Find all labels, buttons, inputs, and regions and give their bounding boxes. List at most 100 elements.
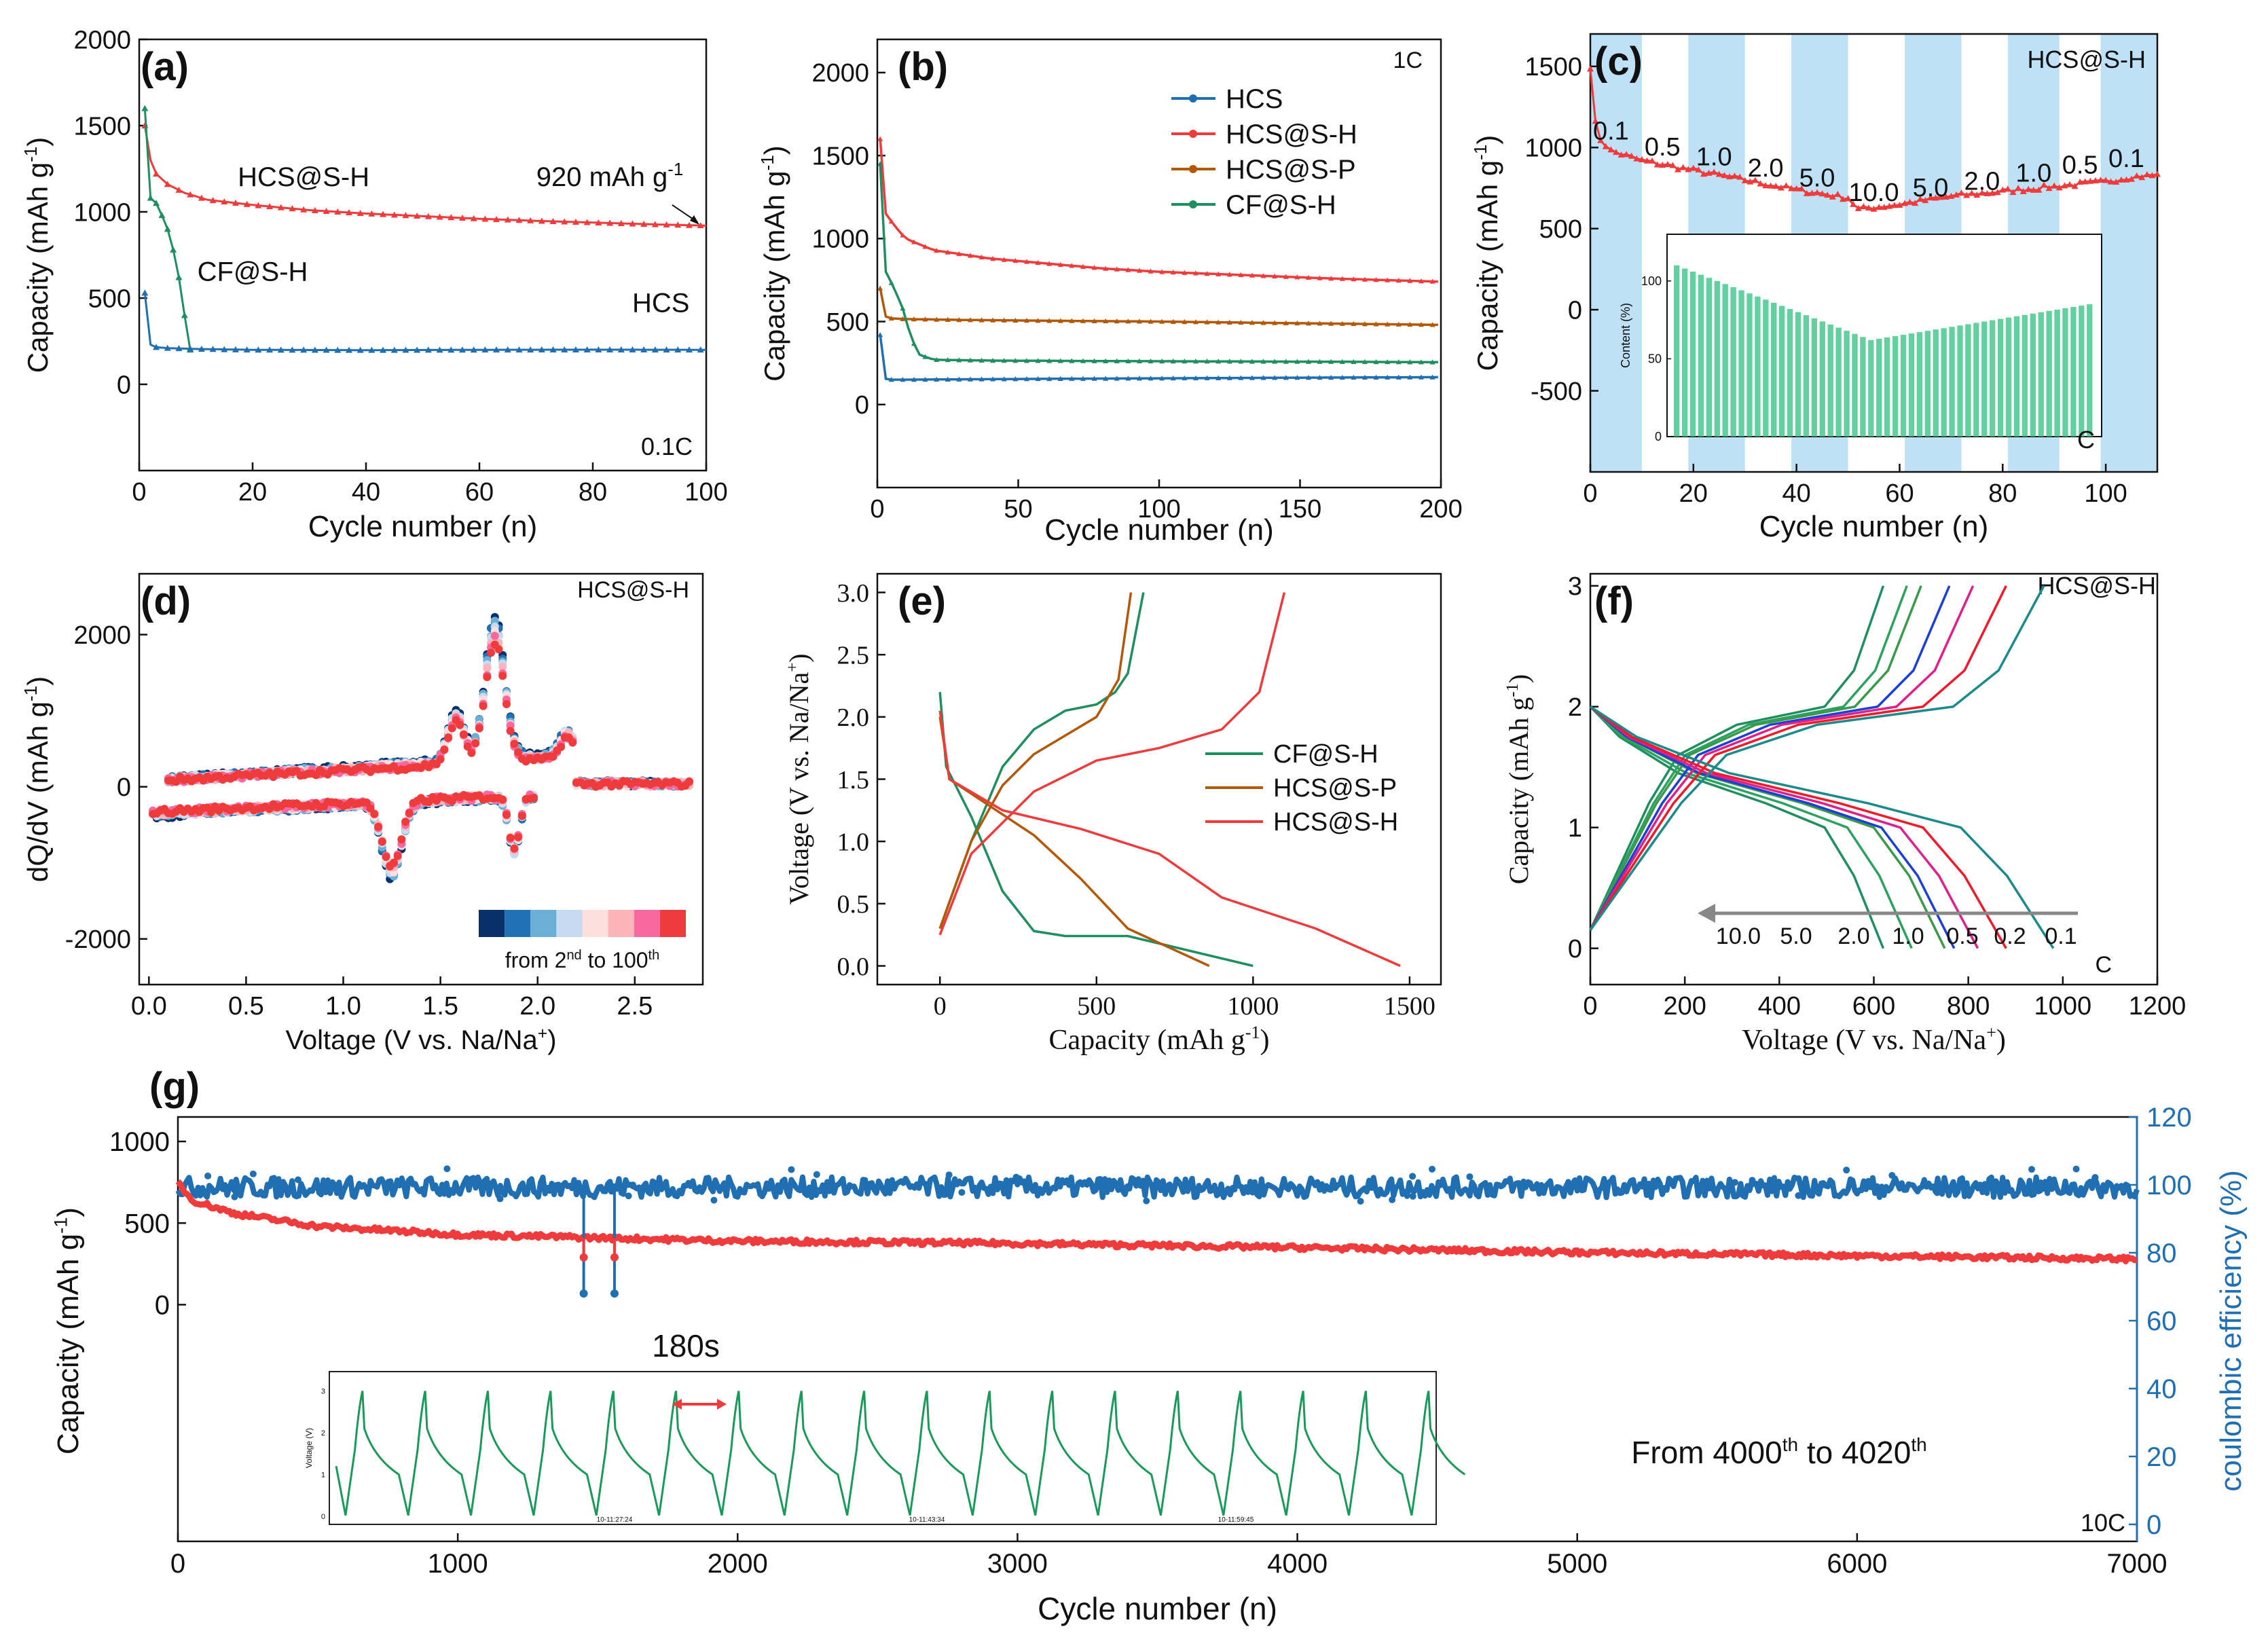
plot-frame bbox=[876, 38, 1442, 489]
dqdv-point bbox=[471, 739, 480, 748]
y-tick-label: 1000 bbox=[1524, 134, 1582, 163]
data-point bbox=[1612, 149, 1620, 155]
x-tick-label: 40 bbox=[352, 478, 380, 507]
data-point bbox=[651, 346, 659, 353]
inset-bar bbox=[1884, 337, 1890, 437]
inset-bar bbox=[1755, 296, 1761, 437]
axis-title-end: ) bbox=[22, 137, 54, 147]
y-axis-title: Capacity (mAh g-1) bbox=[20, 137, 54, 373]
inset-bar bbox=[1746, 293, 1753, 437]
data-point bbox=[1136, 358, 1142, 364]
colorbar-swatch bbox=[659, 910, 686, 937]
colorbar-label-main: from 2 bbox=[505, 948, 567, 972]
y-tick-label: 2.0 bbox=[837, 703, 870, 732]
data-point bbox=[1351, 359, 1357, 365]
inset-tick-label: 50 bbox=[1648, 352, 1662, 365]
data-point bbox=[1592, 117, 1599, 124]
inset-bar bbox=[1738, 290, 1744, 437]
charge-curve bbox=[1589, 585, 1951, 931]
data-point bbox=[1249, 375, 1255, 380]
plot-frame bbox=[138, 38, 708, 472]
data-point bbox=[1159, 269, 1165, 274]
data-point bbox=[1170, 359, 1176, 364]
inset-bar bbox=[1811, 318, 1818, 437]
axis-title-main: Capacity (mAh g bbox=[1049, 1025, 1245, 1056]
data-point bbox=[1238, 375, 1244, 380]
panel-label: (b) bbox=[898, 45, 948, 89]
data-point bbox=[1952, 191, 1960, 198]
data-point bbox=[1148, 268, 1154, 274]
inset-bar bbox=[1965, 324, 1971, 437]
data-point bbox=[674, 346, 682, 353]
data-point bbox=[187, 191, 194, 198]
data-point bbox=[978, 376, 985, 382]
inset-tick-label: 0 bbox=[321, 1513, 325, 1521]
data-point bbox=[956, 317, 962, 323]
y-tick-label: 2 bbox=[1568, 693, 1582, 722]
data-point bbox=[877, 161, 883, 166]
y2-tick-label: 80 bbox=[2146, 1239, 2177, 1268]
data-point bbox=[934, 356, 940, 363]
data-point bbox=[232, 199, 239, 206]
rate-label: 2.0 bbox=[1748, 154, 1784, 183]
data-point bbox=[436, 346, 443, 353]
data-point bbox=[967, 253, 973, 258]
inset-bar bbox=[1957, 325, 1963, 437]
dqdv-point bbox=[487, 648, 496, 657]
y-axis-title: dQ/dV (mAh g-1) bbox=[20, 676, 54, 882]
data-point bbox=[1715, 170, 1723, 177]
data-point bbox=[266, 203, 274, 210]
data-point bbox=[153, 200, 160, 206]
data-point bbox=[1328, 320, 1334, 326]
note-main: From 4000 bbox=[1631, 1435, 1782, 1470]
data-point bbox=[1395, 374, 1402, 380]
axis-title-main: Capacity (mAh g bbox=[758, 170, 790, 381]
data-point bbox=[1114, 266, 1120, 272]
data-point bbox=[1159, 358, 1165, 364]
data-point bbox=[1757, 180, 1764, 187]
ce-point bbox=[2091, 1174, 2099, 1181]
charge-curve bbox=[1589, 585, 1885, 931]
data-point bbox=[1407, 278, 1413, 283]
data-point bbox=[209, 197, 217, 204]
data-point bbox=[1429, 322, 1435, 327]
rate-label: 10C bbox=[2081, 1509, 2125, 1537]
data-point bbox=[1395, 359, 1402, 365]
data-point bbox=[538, 346, 545, 353]
inset-bar bbox=[1698, 274, 1704, 437]
data-point bbox=[1114, 358, 1120, 363]
data-point bbox=[458, 215, 466, 221]
legend-label: HCS@S-H bbox=[1226, 120, 1357, 149]
data-point bbox=[1664, 161, 1671, 168]
data-point bbox=[1260, 359, 1266, 364]
data-point bbox=[934, 316, 940, 322]
data-point bbox=[911, 341, 917, 346]
data-point bbox=[175, 186, 183, 193]
panel-label: (d) bbox=[141, 579, 191, 623]
data-point bbox=[1182, 375, 1188, 381]
data-point bbox=[900, 232, 906, 238]
inset-bar bbox=[1681, 268, 1688, 437]
x-tick-label: 4000 bbox=[1267, 1549, 1328, 1579]
data-point bbox=[1429, 278, 1435, 284]
data-point bbox=[572, 346, 579, 352]
data-point bbox=[1226, 319, 1232, 325]
data-point bbox=[1643, 157, 1651, 164]
data-point bbox=[2148, 172, 2156, 179]
data-point bbox=[888, 377, 894, 382]
data-point bbox=[447, 214, 455, 221]
dqdv-point bbox=[517, 811, 526, 820]
data-point bbox=[164, 225, 171, 232]
inset-bar bbox=[2087, 304, 2093, 437]
data-point bbox=[1294, 320, 1300, 326]
inset-bar bbox=[1779, 306, 1785, 437]
data-point bbox=[2117, 176, 2125, 183]
data-point bbox=[1947, 192, 1955, 199]
x-tick-label: 1200 bbox=[2129, 992, 2187, 1021]
data-point bbox=[1317, 275, 1323, 280]
y2-tick-label: 100 bbox=[2146, 1171, 2192, 1200]
data-point bbox=[402, 212, 409, 219]
x-tick-label: 1.0 bbox=[325, 992, 361, 1021]
data-point bbox=[1649, 157, 1656, 164]
data-point bbox=[289, 205, 296, 212]
